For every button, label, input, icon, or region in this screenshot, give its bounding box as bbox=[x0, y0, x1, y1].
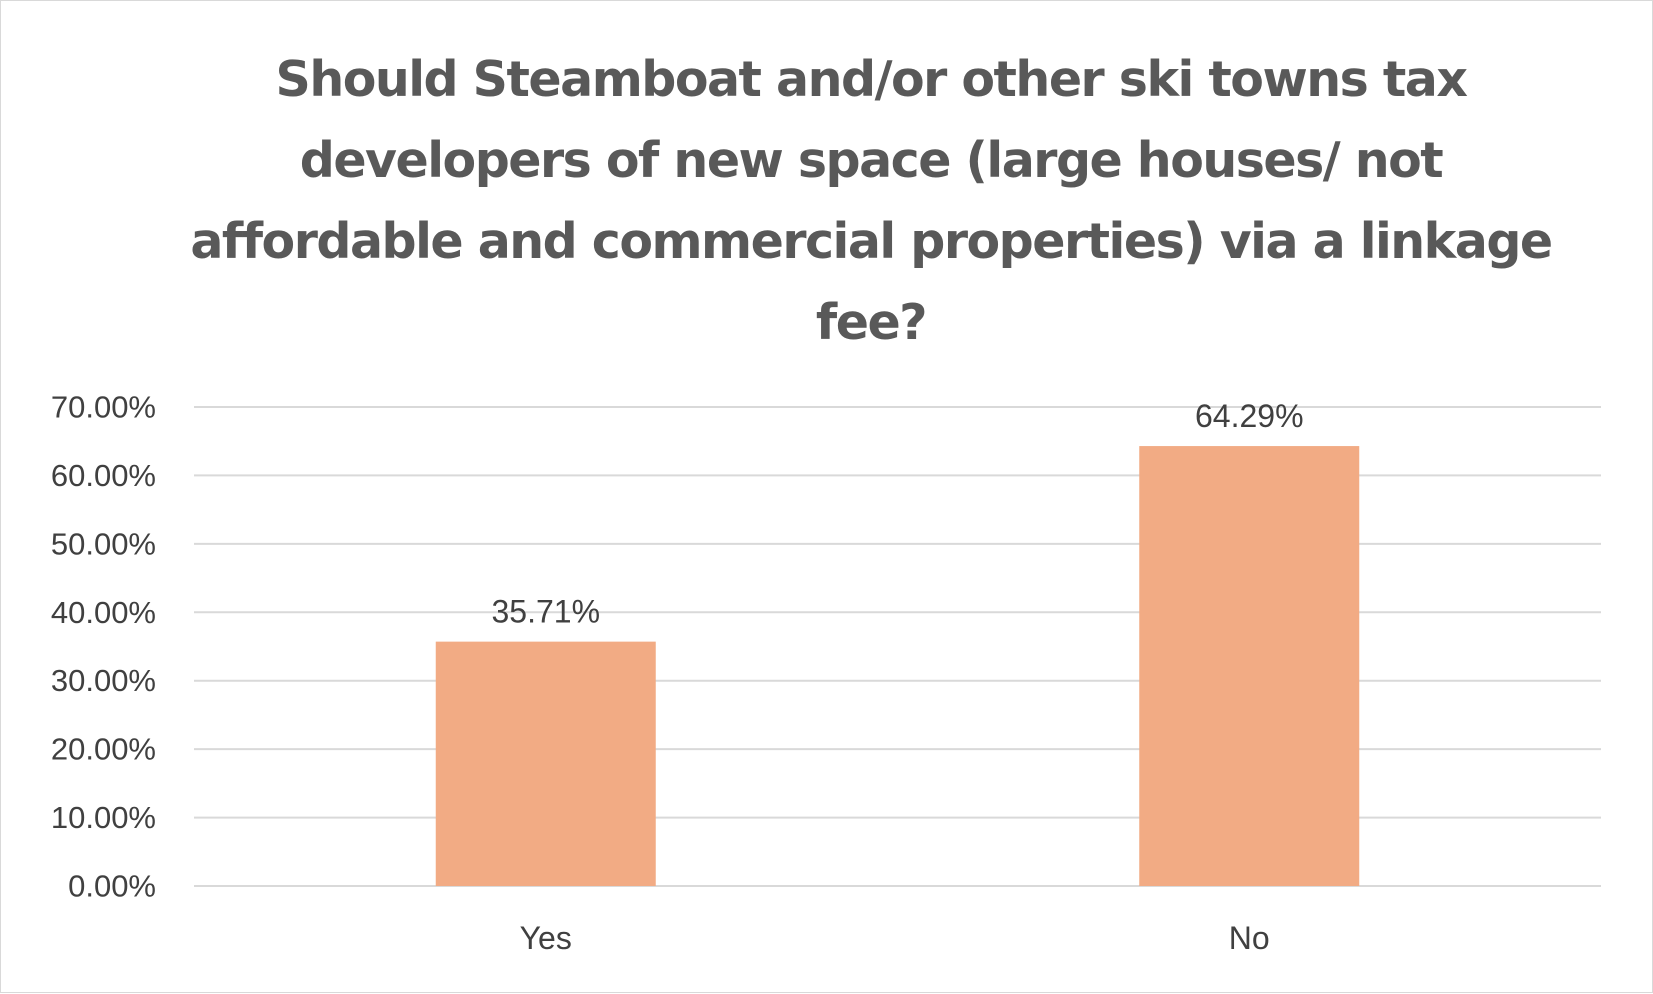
y-tick-label: 20.00% bbox=[51, 732, 156, 767]
x-tick-label: Yes bbox=[520, 920, 572, 956]
y-tick-label: 0.00% bbox=[68, 869, 156, 904]
data-label: 35.71% bbox=[491, 594, 600, 630]
bar-no bbox=[1139, 446, 1360, 886]
y-tick-label: 10.00% bbox=[51, 800, 156, 835]
y-tick-label: 70.00% bbox=[51, 390, 156, 425]
chart-title: Should Steamboat and/or other ski towns … bbox=[190, 51, 1553, 351]
bar-yes bbox=[435, 641, 656, 886]
y-tick-label: 40.00% bbox=[51, 595, 156, 630]
y-tick-label: 50.00% bbox=[51, 526, 156, 561]
data-label: 64.29% bbox=[1195, 398, 1304, 434]
y-tick-label: 60.00% bbox=[51, 458, 156, 493]
x-tick-label: No bbox=[1229, 920, 1270, 956]
y-tick-label: 30.00% bbox=[51, 663, 156, 698]
